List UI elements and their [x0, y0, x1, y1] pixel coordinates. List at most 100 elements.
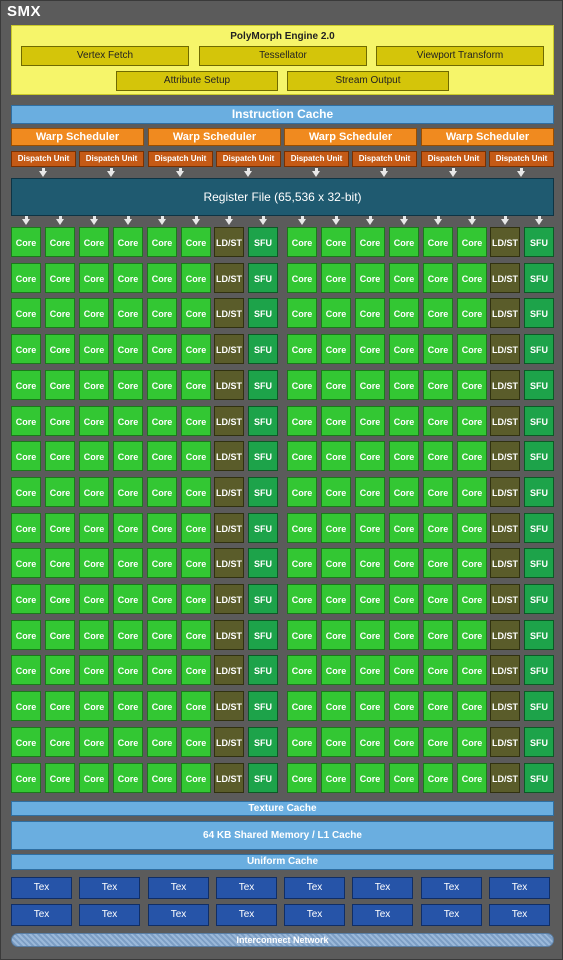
core-unit: Core	[287, 763, 317, 793]
arrow-stem	[437, 216, 440, 220]
core-unit: Core	[287, 406, 317, 436]
ldst-unit: LD/ST	[490, 406, 520, 436]
arrow-down-icon	[501, 219, 509, 225]
sfu-unit: SFU	[524, 477, 554, 507]
arrow-stem	[42, 168, 45, 172]
sfu-unit: SFU	[524, 370, 554, 400]
core-unit: Core	[79, 655, 109, 685]
core-unit: Core	[287, 727, 317, 757]
core-unit: Core	[423, 227, 453, 257]
texture-unit: Tex	[148, 904, 209, 926]
arrow-stem	[403, 216, 406, 220]
core-unit: Core	[147, 655, 177, 685]
arrow-down-icon	[225, 219, 233, 225]
core-unit: Core	[147, 477, 177, 507]
arrow-down-icon	[107, 171, 115, 177]
arrow-stem	[520, 168, 523, 172]
core-unit: Core	[79, 441, 109, 471]
core-unit: Core	[355, 727, 385, 757]
core-unit: Core	[321, 620, 351, 650]
ldst-unit: LD/ST	[490, 227, 520, 257]
arrow-stem	[369, 216, 372, 220]
arrow-down-icon	[468, 219, 476, 225]
arrow-down-icon	[434, 219, 442, 225]
warp-scheduler: Warp Scheduler	[284, 128, 417, 146]
core-unit: Core	[79, 227, 109, 257]
core-unit: Core	[389, 263, 419, 293]
texture-cache: Texture Cache	[11, 801, 554, 816]
core-unit: Core	[45, 620, 75, 650]
sfu-unit: SFU	[248, 477, 278, 507]
core-unit: Core	[389, 620, 419, 650]
core-unit: Core	[389, 298, 419, 328]
core-unit: Core	[355, 691, 385, 721]
core-unit: Core	[457, 513, 487, 543]
core-unit: Core	[45, 334, 75, 364]
core-unit: Core	[287, 441, 317, 471]
texture-unit: Tex	[489, 904, 550, 926]
ldst-unit: LD/ST	[214, 655, 244, 685]
core-unit: Core	[321, 441, 351, 471]
core-unit: Core	[11, 727, 41, 757]
arrow-down-icon	[400, 219, 408, 225]
dispatch-unit: Dispatch Unit	[216, 151, 281, 167]
sfu-unit: SFU	[248, 406, 278, 436]
core-unit: Core	[79, 334, 109, 364]
core-unit: Core	[181, 441, 211, 471]
arrow-down-icon	[124, 219, 132, 225]
core-unit: Core	[147, 513, 177, 543]
core-unit: Core	[355, 584, 385, 614]
stream-output: Stream Output	[287, 71, 449, 91]
attribute-setup: Attribute Setup	[116, 71, 278, 91]
core-unit: Core	[423, 584, 453, 614]
core-unit: Core	[457, 406, 487, 436]
core-unit: Core	[389, 227, 419, 257]
arrow-down-icon	[380, 171, 388, 177]
core-unit: Core	[287, 548, 317, 578]
warp-scheduler: Warp Scheduler	[148, 128, 281, 146]
core-unit: Core	[45, 513, 75, 543]
core-unit: Core	[355, 763, 385, 793]
core-unit: Core	[423, 370, 453, 400]
smx-title: SMX	[7, 3, 42, 20]
core-unit: Core	[355, 620, 385, 650]
ldst-unit: LD/ST	[214, 727, 244, 757]
core-unit: Core	[147, 548, 177, 578]
core-unit: Core	[423, 477, 453, 507]
dispatch-unit: Dispatch Unit	[79, 151, 144, 167]
core-unit: Core	[321, 513, 351, 543]
core-unit: Core	[11, 406, 41, 436]
core-unit: Core	[287, 298, 317, 328]
core-unit: Core	[79, 727, 109, 757]
core-unit: Core	[147, 584, 177, 614]
core-unit: Core	[287, 370, 317, 400]
sfu-unit: SFU	[524, 263, 554, 293]
core-unit: Core	[147, 406, 177, 436]
arrow-stem	[59, 216, 62, 220]
arrow-down-icon	[158, 219, 166, 225]
sfu-unit: SFU	[248, 655, 278, 685]
warp-scheduler: Warp Scheduler	[421, 128, 554, 146]
core-unit: Core	[321, 727, 351, 757]
core-unit: Core	[389, 513, 419, 543]
texture-unit: Tex	[216, 904, 277, 926]
core-unit: Core	[11, 227, 41, 257]
arrow-stem	[25, 216, 28, 220]
core-unit: Core	[45, 691, 75, 721]
sfu-unit: SFU	[524, 513, 554, 543]
texture-unit: Tex	[11, 904, 72, 926]
sfu-unit: SFU	[248, 513, 278, 543]
dispatch-unit: Dispatch Unit	[489, 151, 554, 167]
arrow-stem	[179, 168, 182, 172]
arrow-down-icon	[332, 219, 340, 225]
texture-unit: Tex	[284, 877, 345, 899]
dispatch-unit: Dispatch Unit	[421, 151, 486, 167]
core-unit: Core	[389, 727, 419, 757]
warp-scheduler: Warp Scheduler	[11, 128, 144, 146]
ldst-unit: LD/ST	[490, 691, 520, 721]
core-unit: Core	[355, 513, 385, 543]
core-unit: Core	[11, 513, 41, 543]
core-unit: Core	[113, 406, 143, 436]
ldst-unit: LD/ST	[490, 441, 520, 471]
